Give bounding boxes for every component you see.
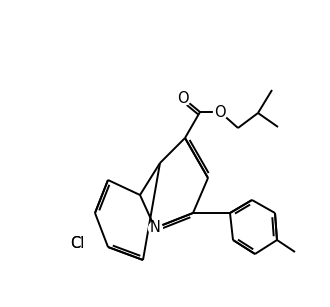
Text: N: N	[149, 220, 160, 235]
Text: O: O	[214, 104, 226, 119]
Text: O: O	[177, 91, 189, 106]
Text: Cl: Cl	[70, 235, 84, 251]
Text: Cl: Cl	[70, 235, 84, 251]
